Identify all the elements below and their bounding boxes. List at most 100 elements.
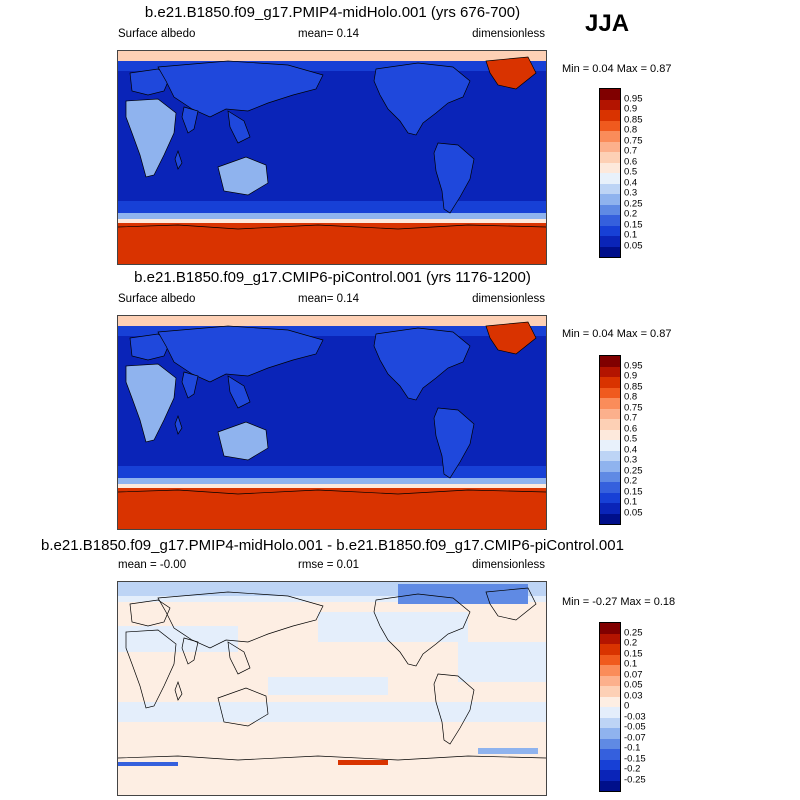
ice-margin [118,484,546,488]
panel-2-variable: Surface albedo [118,293,196,305]
colorbar-label: 0.9 [624,103,638,115]
continent-eastAfricaIsl [174,414,183,435]
colorbar-label: 0.85 [624,113,643,125]
season-label: JJA [585,10,630,37]
panel-1-map [117,50,547,265]
colorbar-label: 0.07 [624,668,643,680]
continent-asia [157,60,324,118]
continent-southAmerica [433,142,475,214]
colorbar-swatch [600,162,620,173]
colorbar-label: 0.8 [624,124,638,136]
colorbar-label: 0.1 [624,658,638,670]
panel-2-colorbar [599,355,621,525]
colorbar-swatch [600,738,620,749]
colorbar-label: 0.75 [624,401,643,413]
colorbar-swatch [600,749,620,760]
colorbar-swatch [600,513,620,524]
colorbar-swatch [600,173,620,184]
colorbar-label: -0.03 [624,710,646,722]
colorbar-label: 0.05 [624,239,643,251]
colorbar-swatch [600,644,620,655]
colorbar-label: 0.9 [624,370,638,382]
colorbar-swatch [600,633,620,644]
panel-1-colorbar [599,88,621,258]
panel-3-colorbar [599,622,621,792]
colorbar-label: 0.95 [624,92,643,104]
colorbar-label: -0.1 [624,742,641,754]
colorbar-label: 0.5 [624,166,638,178]
colorbar-swatch [600,141,620,152]
continent-india [181,637,199,665]
colorbar-swatch [600,717,620,728]
panel-3-title: b.e21.B1850.f09_g17.PMIP4-midHolo.001 - … [41,537,624,554]
continent-australia [217,687,269,727]
southern-band [118,466,546,478]
colorbar-label: 0.7 [624,145,638,157]
panel-3-units: dimensionless [472,559,545,571]
continent-northAmerica [373,62,471,136]
continent-eastAfricaIsl [174,680,183,701]
colorbar-swatch [600,461,620,472]
panel-3-rmse: rmse = 0.01 [298,559,360,571]
panel-1-mean: mean= 0.14 [298,28,360,40]
colorbar-label: 0.1 [624,496,638,508]
colorbar-swatch [600,450,620,461]
colorbar-swatch [600,387,620,398]
colorbar-label: -0.07 [624,731,646,743]
colorbar-label: 0.75 [624,134,643,146]
panel-1-variable: Surface albedo [118,28,196,40]
colorbar-label: -0.25 [624,773,646,785]
colorbar-swatch [600,194,620,205]
colorbar-label: 0.6 [624,155,638,167]
continent-eastAfricaIsl [174,149,183,170]
diff-negative-patch [458,642,546,682]
southern-band [118,201,546,213]
panel-2-mean: mean= 0.14 [298,293,360,305]
panel-1-units: dimensionless [472,28,545,40]
sea-ice-edge [118,478,546,484]
colorbar-swatch [600,623,620,634]
colorbar-label: -0.15 [624,752,646,764]
colorbar-swatch [600,398,620,409]
colorbar-label: 0.5 [624,433,638,445]
colorbar-swatch [600,440,620,451]
colorbar-label: 0 [624,700,630,712]
continent-africa [125,363,177,443]
continent-africa [125,629,177,709]
continent-seAsia [227,375,251,409]
colorbar-swatch [600,377,620,388]
colorbar-swatch [600,503,620,514]
colorbar-swatch [600,665,620,676]
antarctic-coastline [118,224,546,230]
ice-margin [118,219,546,223]
colorbar-label: 0.2 [624,208,638,220]
colorbar-swatch [600,246,620,257]
colorbar-swatch [600,183,620,194]
colorbar-swatch [600,120,620,131]
colorbar-swatch [600,89,620,100]
colorbar-label: 0.15 [624,218,643,230]
diff-arctic-patch [398,584,528,604]
continent-seAsia [227,110,251,144]
panel-3-minmax: Min = -0.27 Max = 0.18 [562,596,676,608]
colorbar-swatch [600,770,620,781]
continent-europe [129,333,171,361]
colorbar-swatch [600,728,620,739]
antarctic-ice [118,488,546,529]
panel-2-minmax: Min = 0.04 Max = 0.87 [562,328,672,340]
diff-south-neg-2 [478,748,538,754]
colorbar-swatch [600,419,620,430]
colorbar-swatch [600,366,620,377]
sea-ice-edge [118,213,546,219]
colorbar-label: 0.4 [624,176,638,188]
diff-negative-patch [318,612,468,642]
colorbar-label: 0.3 [624,454,638,466]
colorbar-label: 0.15 [624,485,643,497]
colorbar-label: 0.6 [624,422,638,434]
colorbar-swatch [600,686,620,697]
colorbar-swatch [600,696,620,707]
colorbar-label: 0.15 [624,647,643,659]
colorbar-label: -0.05 [624,721,646,733]
continent-greenland [485,587,537,621]
arctic-band [118,51,546,61]
